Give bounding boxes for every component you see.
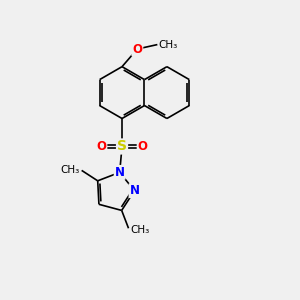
Text: N: N <box>115 166 125 179</box>
Text: CH₃: CH₃ <box>61 165 80 175</box>
Text: CH₃: CH₃ <box>130 225 149 235</box>
Text: O: O <box>96 140 106 153</box>
Text: S: S <box>117 140 127 154</box>
Text: N: N <box>130 184 140 197</box>
Text: O: O <box>138 140 148 153</box>
Text: CH₃: CH₃ <box>158 40 177 50</box>
Text: O: O <box>132 43 142 56</box>
